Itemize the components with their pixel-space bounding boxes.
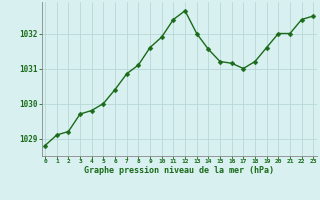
X-axis label: Graphe pression niveau de la mer (hPa): Graphe pression niveau de la mer (hPa) <box>84 166 274 175</box>
